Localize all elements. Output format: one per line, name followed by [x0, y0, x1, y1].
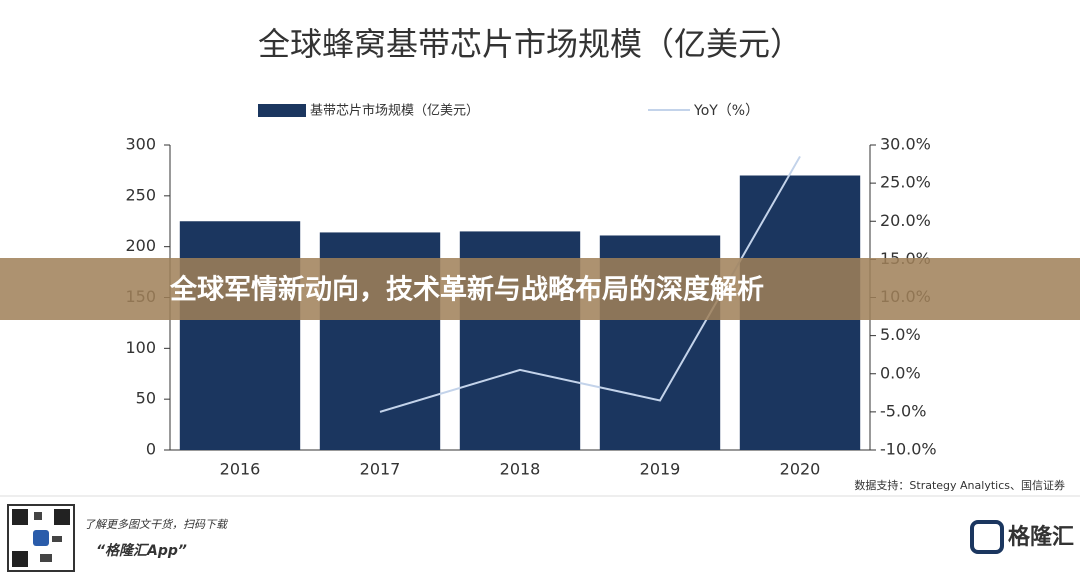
qr-code — [7, 504, 75, 572]
y2-tick-label: 0.0% — [880, 363, 921, 382]
source: 数据支持：Strategy Analytics、国信证券 — [854, 478, 1065, 492]
y-tick-label: 0 — [146, 440, 156, 459]
x-tick-label: 2018 — [500, 460, 541, 479]
footer-line1: 了解更多图文干货，扫码下载 — [84, 518, 229, 531]
logo: 格隆汇 — [1008, 524, 1074, 550]
y-tick-label: 200 — [125, 236, 156, 255]
y2-tick-label: 20.0% — [880, 211, 931, 230]
x-tick-label: 2020 — [780, 460, 821, 479]
y2-tick-label: -10.0% — [880, 440, 937, 459]
y-tick-label: 50 — [136, 389, 156, 408]
y-tick-label: 250 — [125, 185, 156, 204]
y-tick-label: 300 — [125, 135, 156, 154]
y-tick-label: 100 — [125, 338, 156, 357]
x-tick-label: 2017 — [360, 460, 401, 479]
banner: 全球军情新动向，技术革新与战略布局的深度解析 — [169, 274, 764, 306]
banner-bg — [0, 258, 1080, 320]
legend-label: YoY（%） — [693, 103, 759, 119]
bar — [179, 221, 301, 450]
y2-tick-label: 25.0% — [880, 173, 931, 192]
y2-tick-label: 5.0% — [880, 325, 921, 344]
y2-tick-label: -5.0% — [880, 401, 926, 420]
x-tick-label: 2019 — [640, 460, 681, 479]
logo-icon — [970, 520, 1004, 554]
x-tick-label: 2016 — [220, 460, 261, 479]
footer-line2: “格隆汇App” — [96, 542, 187, 559]
legend-swatch — [258, 104, 306, 117]
y2-tick-label: 30.0% — [880, 135, 931, 154]
chart-title: 全球蜂窝基带芯片市场规模（亿美元） — [258, 25, 802, 63]
legend-label: 基带芯片市场规模（亿美元） — [310, 103, 479, 119]
